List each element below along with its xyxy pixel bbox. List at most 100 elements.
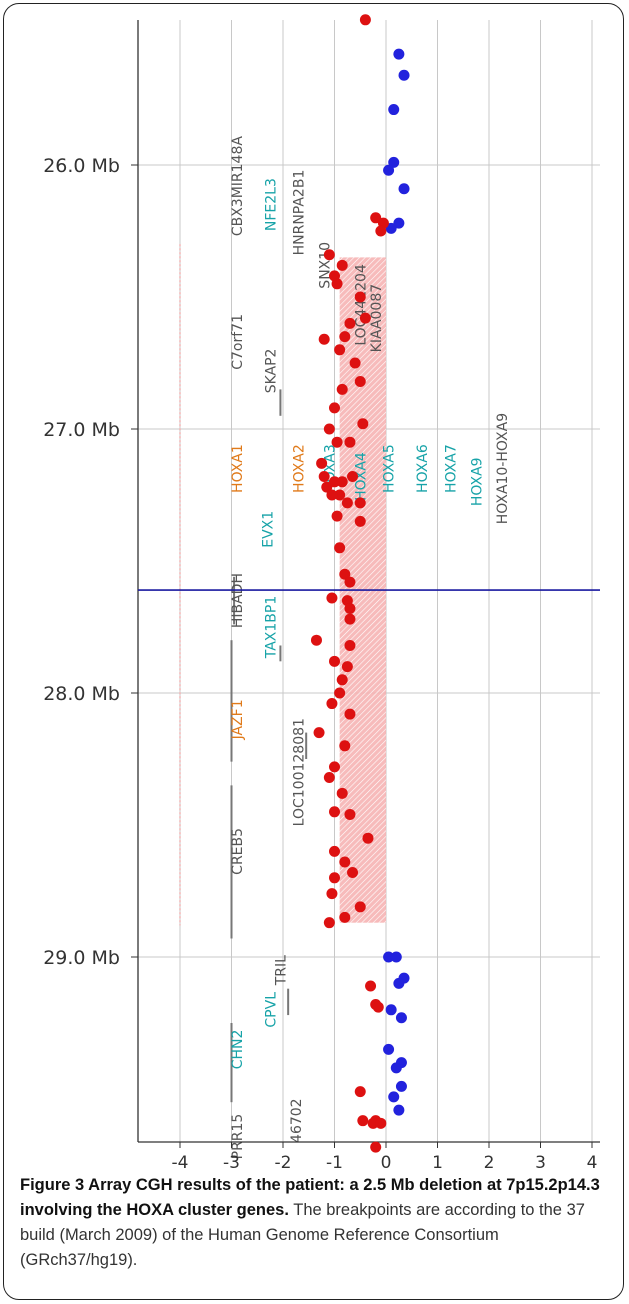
gene-label: HOXA6 <box>415 444 431 493</box>
deleted-probe-point <box>339 911 351 923</box>
gene-label: CREB5 <box>230 828 246 875</box>
deleted-probe-point <box>323 249 335 261</box>
deleted-probe-point <box>329 476 340 488</box>
deleted-probe-point <box>354 375 366 387</box>
normal-probe-point <box>388 104 400 116</box>
deleted-probe-point <box>375 1117 387 1129</box>
caption-text: The breakpoints are according to the 37 … <box>20 1201 585 1269</box>
normal-probe-point <box>395 1080 407 1092</box>
deleted-probe-point <box>336 259 348 271</box>
gene-label: HOXA9 <box>469 457 485 506</box>
normal-probe-point <box>393 977 405 989</box>
normal-probe-point <box>385 1004 397 1016</box>
gene-label: HOXA7 <box>444 444 460 493</box>
gene-label: EVX1 <box>261 511 277 548</box>
deleted-probe-point <box>313 727 325 739</box>
deleted-probe-point <box>339 740 351 752</box>
deleted-probe-point <box>336 383 348 395</box>
normal-probe-point <box>385 222 397 234</box>
gene-label: HOXA2 <box>292 444 308 493</box>
deleted-probe-point <box>372 1001 384 1013</box>
gridlines <box>138 20 600 1142</box>
x-tick-label: 3 <box>535 1153 546 1170</box>
gene-label: CPVL <box>263 992 279 1028</box>
normal-probe-point <box>398 183 410 195</box>
x-tick-label: 4 <box>587 1153 598 1170</box>
x-tick-label: 2 <box>484 1153 495 1170</box>
deleted-probe-point <box>336 674 348 686</box>
acgh-plot: CBX3MIR148A NFE2L3 HNRNPA2B1 SNX10 LOC441204… <box>43 14 600 1170</box>
deleted-probe-point <box>331 278 343 290</box>
deleted-probe-point <box>326 888 338 900</box>
deleted-probe-point <box>323 423 335 435</box>
deleted-probe-point <box>323 917 335 929</box>
deleted-probe-point <box>339 331 351 343</box>
x-tick-label: 1 <box>432 1153 443 1170</box>
normal-probe-point <box>383 951 395 963</box>
deleted-probe-point <box>341 497 353 509</box>
gene-label: CBX3MIR148A <box>230 136 246 237</box>
deleted-probe-point <box>344 639 356 651</box>
gene-label: C7orf71 <box>230 314 246 370</box>
deleted-probe-point <box>347 867 359 879</box>
normal-probe-point <box>393 217 405 229</box>
deleted-probe-point <box>336 476 348 488</box>
normal-probe-point <box>395 1012 407 1024</box>
normal-probe-point <box>388 1091 400 1103</box>
deleted-probe-point <box>310 634 322 646</box>
deleted-probe-point <box>316 457 328 469</box>
deleted-probe-point <box>354 515 366 527</box>
normal-probe-point <box>383 1043 395 1055</box>
normal-probe-point <box>390 951 402 963</box>
gene-label: PRR15 <box>230 1114 246 1160</box>
deleted-probe-point <box>354 291 366 303</box>
normal-probe-point <box>388 156 400 168</box>
deleted-probe-point <box>318 333 330 345</box>
x-tick-label: -2 <box>275 1153 292 1170</box>
gene-label: HOXA1 <box>230 444 246 493</box>
deleted-probe-point <box>329 806 340 818</box>
deleted-probe-point <box>344 576 356 588</box>
deleted-probe-point <box>354 497 366 509</box>
axes <box>131 20 600 1148</box>
deleted-probe-point <box>359 14 371 26</box>
deleted-probe-point <box>354 1086 366 1098</box>
gene-label: HIBADH <box>230 573 246 628</box>
normal-probe-point <box>393 48 405 60</box>
gene-bars <box>230 389 308 1103</box>
gene-label: JAZF1 <box>230 699 246 740</box>
y-tick-label: 29.0 Mb <box>43 947 120 969</box>
gene-label: LOC100128081 <box>292 718 308 826</box>
tick-labels: -4 -3 -2 -1 0 1 2 3 4 26.0 Mb 27.0 Mb 28.0 Mb 29.0 M… <box>43 155 597 1170</box>
deleted-probe-point <box>344 603 356 615</box>
deleted-probe-point <box>359 312 371 324</box>
deleted-probe-point <box>349 357 361 369</box>
figure-frame <box>3 3 624 1300</box>
deleted-probe-point <box>329 872 340 884</box>
deleted-probe-point <box>334 489 346 501</box>
normal-probe-point <box>398 69 410 81</box>
deleted-probe-point <box>334 687 346 699</box>
deleted-probe-point <box>339 568 351 580</box>
deleted-probe-point <box>329 402 340 414</box>
deleted-probe-point <box>329 845 340 857</box>
deleted-probe-point <box>347 471 359 483</box>
y-tick-label: 26.0 Mb <box>43 155 120 177</box>
deleted-probe-point <box>326 489 338 501</box>
deleted-probe-point <box>331 510 343 522</box>
deleted-probe-point <box>370 1141 382 1153</box>
gene-label: TAX1BP1 <box>263 596 279 660</box>
x-tick-label: -1 <box>326 1153 343 1170</box>
gene-label: KIAA0087 <box>369 284 385 352</box>
deleted-probe-point <box>326 592 338 604</box>
gene-label: HOXA4 <box>353 452 369 501</box>
deleted-probe-point <box>344 317 356 329</box>
deleted-probe-point <box>370 212 382 224</box>
deleted-probe-point <box>329 655 340 667</box>
x-tick-label: -4 <box>172 1153 189 1170</box>
deleted-probe-point <box>323 771 335 783</box>
caption-bold: Figure 3 Array CGH results of the patien… <box>20 1176 600 1219</box>
deleted-probe-point <box>344 808 356 820</box>
normal-probe-point <box>390 1062 402 1074</box>
gene-label: HNRNPA2B1 <box>292 170 308 256</box>
